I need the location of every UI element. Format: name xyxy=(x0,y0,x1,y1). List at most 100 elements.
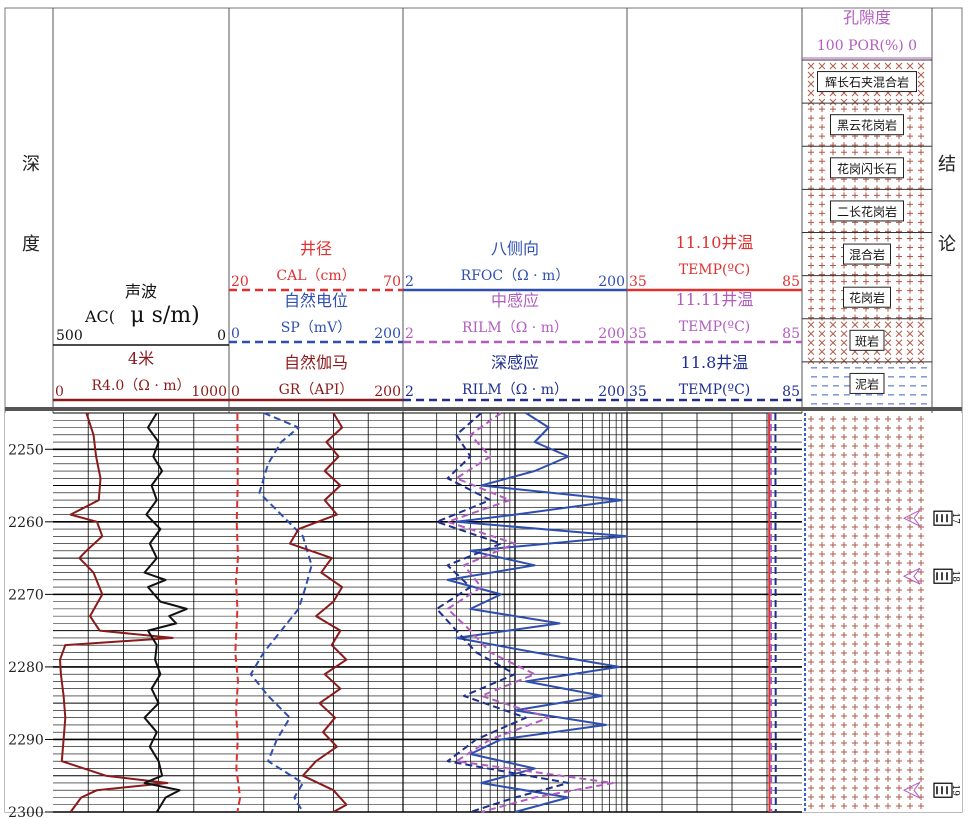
pattern-mark xyxy=(840,62,848,70)
pattern-mark xyxy=(885,416,891,422)
scale-min: 2 xyxy=(405,326,414,342)
scale-max: 200 xyxy=(598,384,625,400)
pattern-mark xyxy=(819,551,825,557)
conclusion-label-char: 结 xyxy=(938,154,956,175)
lithology-pattern xyxy=(811,367,927,405)
pattern-mark xyxy=(885,803,891,809)
pattern-mark xyxy=(885,749,891,755)
pattern-mark xyxy=(874,560,880,566)
pattern-mark xyxy=(830,794,836,800)
scale-max: 1000 xyxy=(191,384,227,400)
pattern-mark xyxy=(896,185,902,192)
pattern-mark xyxy=(818,321,826,329)
pattern-mark xyxy=(885,704,891,710)
pattern-mark xyxy=(863,668,869,674)
pattern-mark xyxy=(819,578,825,584)
pattern-mark xyxy=(907,632,913,638)
pattern-mark xyxy=(808,461,814,467)
pattern-mark xyxy=(851,98,859,106)
pattern-mark xyxy=(907,488,913,494)
pattern-mark xyxy=(896,314,902,321)
pattern-mark xyxy=(907,515,913,521)
lithology-label-box xyxy=(830,157,904,179)
curve-mnemonic: TEMP(ºC) xyxy=(679,382,751,398)
pattern-mark xyxy=(918,443,924,449)
pattern-mark xyxy=(885,695,891,701)
pattern-mark xyxy=(918,253,924,260)
pattern-mark xyxy=(841,596,847,602)
pattern-mark xyxy=(907,271,913,278)
pattern-mark xyxy=(863,758,869,764)
pattern-mark xyxy=(863,740,869,746)
pattern-mark xyxy=(819,614,825,620)
pattern-mark xyxy=(841,488,847,494)
pattern-mark xyxy=(873,62,881,70)
pattern-mark xyxy=(885,506,891,512)
pattern-mark xyxy=(874,578,880,584)
depth-tick-label: 2280 xyxy=(8,660,44,676)
pattern-mark xyxy=(819,461,825,467)
pattern-mark xyxy=(830,244,836,251)
pattern-mark xyxy=(830,287,836,294)
pattern-mark xyxy=(808,228,814,235)
pattern-mark xyxy=(896,560,902,566)
pattern-mark xyxy=(830,262,836,269)
pattern-mark xyxy=(885,228,891,235)
scale-min: 2 xyxy=(405,384,414,400)
pattern-mark xyxy=(885,650,891,656)
pattern-mark xyxy=(874,461,880,467)
pattern-mark xyxy=(918,434,924,440)
pattern-mark xyxy=(819,106,825,113)
pattern-mark xyxy=(907,695,913,701)
curve-mnemonic: TEMP(ºC) xyxy=(679,262,751,278)
pattern-mark xyxy=(841,524,847,530)
pattern-mark xyxy=(852,479,858,485)
pattern-mark xyxy=(830,497,836,503)
pattern-mark xyxy=(907,167,913,174)
pattern-mark xyxy=(906,321,914,329)
pattern-mark xyxy=(895,321,903,329)
pattern-mark xyxy=(808,641,814,647)
pattern-mark xyxy=(808,416,814,422)
pattern-mark xyxy=(863,713,869,719)
pattern-mark xyxy=(819,434,825,440)
pattern-mark xyxy=(819,767,825,773)
pattern-mark xyxy=(863,623,869,629)
pattern-mark xyxy=(896,803,902,809)
pattern-mark xyxy=(884,357,892,365)
pattern-mark xyxy=(841,776,847,782)
pattern-mark xyxy=(918,704,924,710)
pattern-mark xyxy=(907,124,913,131)
pattern-mark xyxy=(907,210,913,217)
pattern-mark xyxy=(884,339,892,347)
pattern-mark xyxy=(808,515,814,521)
pattern-mark xyxy=(918,470,924,476)
pattern-mark xyxy=(808,551,814,557)
pattern-mark xyxy=(852,314,858,321)
pattern-mark xyxy=(885,560,891,566)
pattern-mark xyxy=(874,479,880,485)
pattern-mark xyxy=(907,416,913,422)
pattern-mark xyxy=(895,357,903,365)
pattern-mark xyxy=(852,569,858,575)
pattern-mark xyxy=(852,461,858,467)
pattern-mark xyxy=(885,668,891,674)
pattern-mark xyxy=(852,142,858,149)
depth-tick-label: 2260 xyxy=(8,515,44,531)
pattern-mark xyxy=(829,98,837,106)
pattern-mark xyxy=(918,192,924,199)
pattern-mark xyxy=(896,767,902,773)
pattern-mark xyxy=(808,713,814,719)
pattern-mark xyxy=(841,677,847,683)
pattern-mark xyxy=(907,115,913,122)
pattern-mark xyxy=(819,650,825,656)
pattern-mark xyxy=(907,235,913,242)
pattern-mark xyxy=(896,515,902,521)
pattern-mark xyxy=(874,524,880,530)
pattern-mark xyxy=(841,551,847,557)
scale-max: 200 xyxy=(598,274,625,290)
pattern-mark xyxy=(852,632,858,638)
pattern-mark xyxy=(808,158,814,165)
pattern-mark xyxy=(863,641,869,647)
pattern-mark xyxy=(808,677,814,683)
